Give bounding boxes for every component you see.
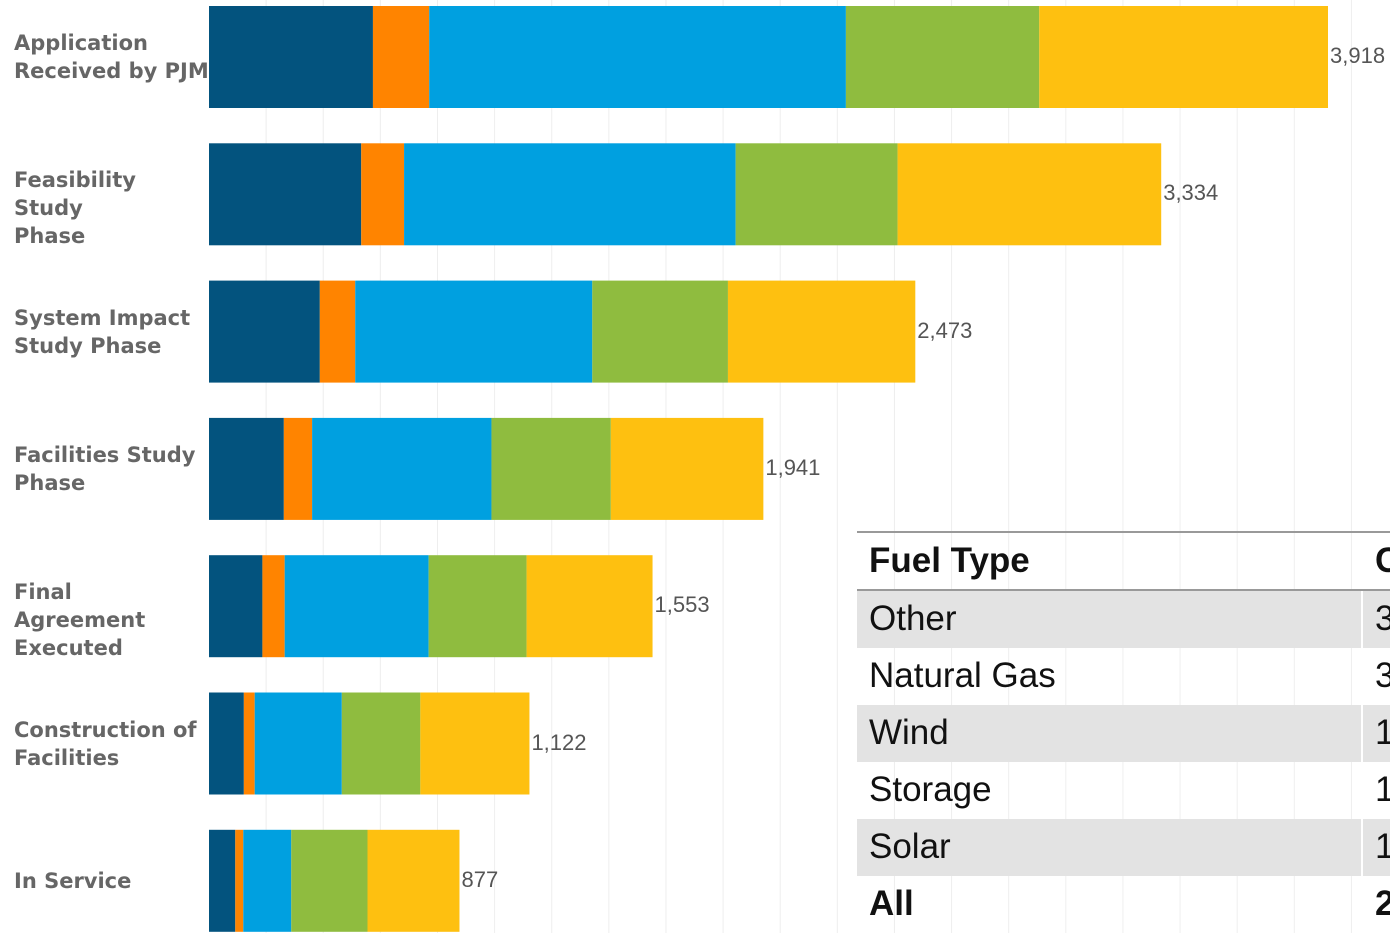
category-label: System Impact Study Phase — [14, 305, 191, 358]
table-row: Other 3 — [857, 591, 1390, 648]
bar-segment — [209, 6, 373, 108]
category-label: Construction of Facilities — [14, 717, 197, 770]
bar-segment — [367, 829, 460, 932]
bar-segment — [428, 555, 527, 658]
total-value-label: 2,473 — [917, 317, 973, 343]
table-total-row: All 2 — [857, 876, 1390, 933]
bar-segment — [209, 143, 362, 246]
bar-segment — [243, 829, 292, 932]
bars — [209, 6, 1328, 932]
total-value-label: 3,334 — [1163, 180, 1219, 206]
bar-segment — [897, 143, 1162, 246]
table-row: Natural Gas 3 — [857, 648, 1390, 705]
category-label: Final Agreement Executed — [14, 580, 146, 661]
bar-segment — [1039, 6, 1328, 108]
table-cell-count: 1 — [1375, 713, 1390, 752]
table-header-row: Fuel Type C — [857, 533, 1390, 591]
bar-segment — [209, 555, 263, 658]
bar-segment — [209, 417, 284, 520]
bar-segment — [845, 6, 1040, 108]
bar-segment — [526, 555, 653, 658]
bar-segment — [361, 143, 405, 246]
table-row: Wind 1 — [857, 705, 1390, 762]
total-value-label: 1,553 — [654, 592, 710, 618]
bar-segment — [491, 417, 611, 520]
bar-segment — [291, 829, 368, 932]
bar-segment — [727, 280, 916, 383]
total-value-label: 877 — [461, 866, 499, 892]
table-cell-count: 3 — [1375, 599, 1390, 638]
bar-segment — [341, 692, 421, 795]
table-cell-fuel: Solar — [869, 827, 951, 866]
table-total-count: 2 — [1375, 884, 1390, 923]
bar-segment — [284, 555, 429, 658]
bar-segment — [283, 417, 313, 520]
bar-segment — [235, 829, 244, 932]
total-value-label: 3,918 — [1330, 43, 1386, 68]
table-row: Solar 1 — [857, 819, 1390, 876]
bar-segment — [262, 555, 285, 658]
bar-segment — [404, 143, 736, 246]
bar-segment — [355, 280, 593, 383]
table-cell-fuel: Wind — [869, 713, 949, 752]
table-cell-fuel: Other — [869, 599, 957, 638]
bar-segment — [209, 692, 244, 795]
category-label: In Service — [14, 868, 132, 893]
bar-segment — [319, 280, 356, 383]
bar-segment — [429, 6, 846, 108]
table-header-fuel: Fuel Type — [869, 541, 1030, 580]
total-value-label: 1,941 — [765, 454, 821, 480]
table-divider — [1361, 819, 1363, 876]
table-row: Storage 1 — [857, 762, 1390, 819]
bar-segment — [735, 143, 898, 246]
total-value-label: 1,122 — [531, 729, 587, 755]
bar-segment — [610, 417, 764, 520]
table-cell-count: 1 — [1375, 827, 1390, 866]
table-total-fuel: All — [869, 884, 914, 923]
category-label: Feasibility Study Phase — [14, 168, 136, 249]
bar-segment — [209, 280, 320, 383]
bar-segment — [254, 692, 342, 795]
table-cell-fuel: Natural Gas — [869, 656, 1056, 695]
bar-segment — [312, 417, 492, 520]
fuel-type-table: Fuel Type C Other 3 Natural Gas 3 Wind 1… — [857, 531, 1390, 933]
table-divider — [1361, 705, 1363, 762]
table-cell-fuel: Storage — [869, 770, 992, 809]
table-cell-count: 1 — [1375, 770, 1390, 809]
bar-segment — [592, 280, 728, 383]
category-label: Application Received by PJM — [14, 31, 209, 83]
bar-segment — [420, 692, 530, 795]
table-cell-count: 3 — [1375, 656, 1390, 695]
table-header-count: C — [1375, 541, 1390, 580]
category-label: Facilities Study Phase — [14, 442, 196, 495]
bar-segment — [243, 692, 255, 795]
bar-segment — [209, 829, 236, 932]
table-divider — [1361, 591, 1363, 648]
bar-segment — [372, 6, 430, 108]
